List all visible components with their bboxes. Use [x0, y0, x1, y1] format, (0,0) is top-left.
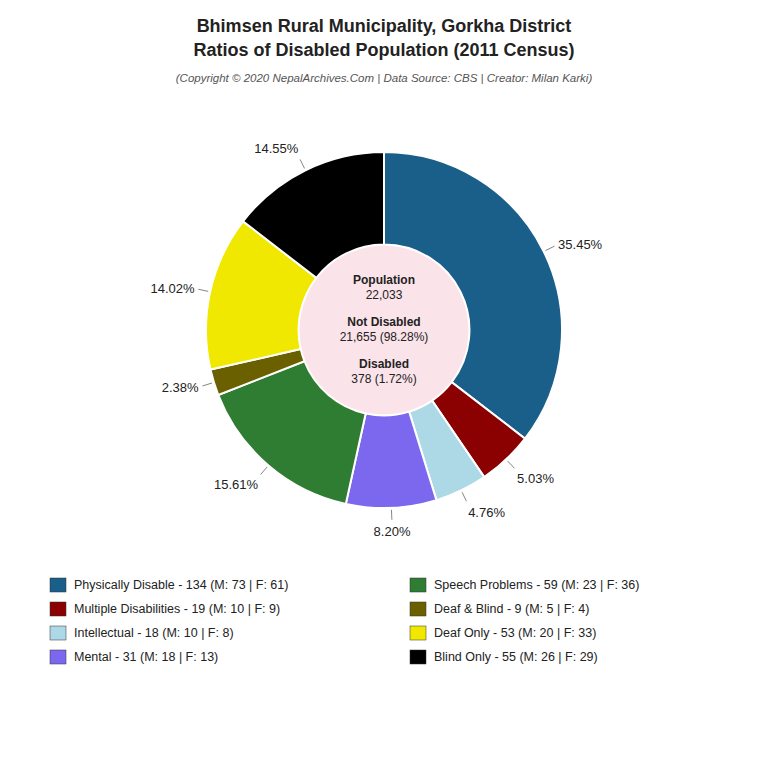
annotation: 378 (1.72%): [351, 372, 416, 386]
legend-swatch: [50, 578, 66, 592]
legend-label: Speech Problems - 59 (M: 23 | F: 36): [434, 578, 639, 592]
donut: Population22,033 Not Disabled21,655 (98.2…: [150, 141, 602, 538]
data-labels: 35.45% 5.03% 4.76% 8.20% 15.61% 2.38% 14.02% 14…: [150, 141, 602, 538]
legend-label: Multiple Disabilities - 19 (M: 10 | F: 9…: [74, 602, 280, 616]
data-label: 8.20%: [374, 524, 411, 539]
legend-label: Deaf Only - 53 (M: 20 | F: 33): [434, 626, 596, 640]
data-label: 5.03%: [517, 471, 554, 486]
legend-label: Blind Only - 55 (M: 26 | F: 29): [434, 650, 598, 664]
legend-item: Mental - 31 (M: 18 | F: 13): [50, 650, 218, 664]
leader-lines: [198, 160, 554, 520]
annotation: Population: [353, 273, 415, 287]
leader-line: [546, 246, 555, 250]
title: Ratios of Disabled Population (2011 Cens…: [193, 40, 574, 60]
leader-line: [198, 289, 208, 291]
subtitle: (Copyright © 2020 NepalArchives.Com | Da…: [176, 72, 593, 84]
legend-label: Intellectual - 18 (M: 10 | F: 8): [74, 626, 234, 640]
annotation: Disabled: [359, 357, 409, 371]
legend-swatch: [410, 578, 426, 592]
data-label: 14.02%: [150, 281, 195, 296]
chart: Bhimsen Rural Municipality, Gorkha Distr…: [0, 0, 768, 768]
legend-swatch: [50, 602, 66, 616]
annotation: 21,655 (98.28%): [340, 330, 429, 344]
annotation: 22,033: [366, 288, 403, 302]
legend-item: Intellectual - 18 (M: 10 | F: 8): [50, 626, 234, 640]
legend: Physically Disable - 134 (M: 73 | F: 61)…: [50, 578, 639, 664]
legend-swatch: [410, 602, 426, 616]
leader-line: [300, 160, 304, 169]
data-label: 2.38%: [162, 380, 199, 395]
legend-label: Physically Disable - 134 (M: 73 | F: 61): [74, 578, 288, 592]
data-label: 15.61%: [214, 477, 259, 492]
legend-label: Deaf & Blind - 9 (M: 5 | F: 4): [434, 602, 589, 616]
annotation: Not Disabled: [347, 315, 420, 329]
legend-item: Speech Problems - 59 (M: 23 | F: 36): [410, 578, 639, 592]
leader-line: [202, 383, 212, 386]
legend-item: Deaf Only - 53 (M: 20 | F: 33): [410, 626, 596, 640]
slices: [206, 152, 562, 508]
title: Bhimsen Rural Municipality, Gorkha Distr…: [197, 16, 572, 36]
legend-swatch: [50, 650, 66, 664]
legend-item: Deaf & Blind - 9 (M: 5 | F: 4): [410, 602, 589, 616]
legend-item: Physically Disable - 134 (M: 73 | F: 61): [50, 578, 288, 592]
legend-item: Multiple Disabilities - 19 (M: 10 | F: 9…: [50, 602, 280, 616]
leader-line: [261, 467, 267, 475]
leader-line: [508, 461, 515, 468]
center-disc: [300, 246, 469, 415]
legend-label: Mental - 31 (M: 18 | F: 13): [74, 650, 218, 664]
legend-item: Blind Only - 55 (M: 26 | F: 29): [410, 650, 598, 664]
legend-swatch: [50, 626, 66, 640]
data-label: 4.76%: [468, 505, 505, 520]
legend-swatch: [410, 626, 426, 640]
legend-swatch: [410, 650, 426, 664]
leader-line: [462, 492, 466, 501]
leader-line: [391, 510, 392, 520]
data-label: 14.55%: [254, 141, 299, 156]
data-label: 35.45%: [558, 237, 603, 252]
